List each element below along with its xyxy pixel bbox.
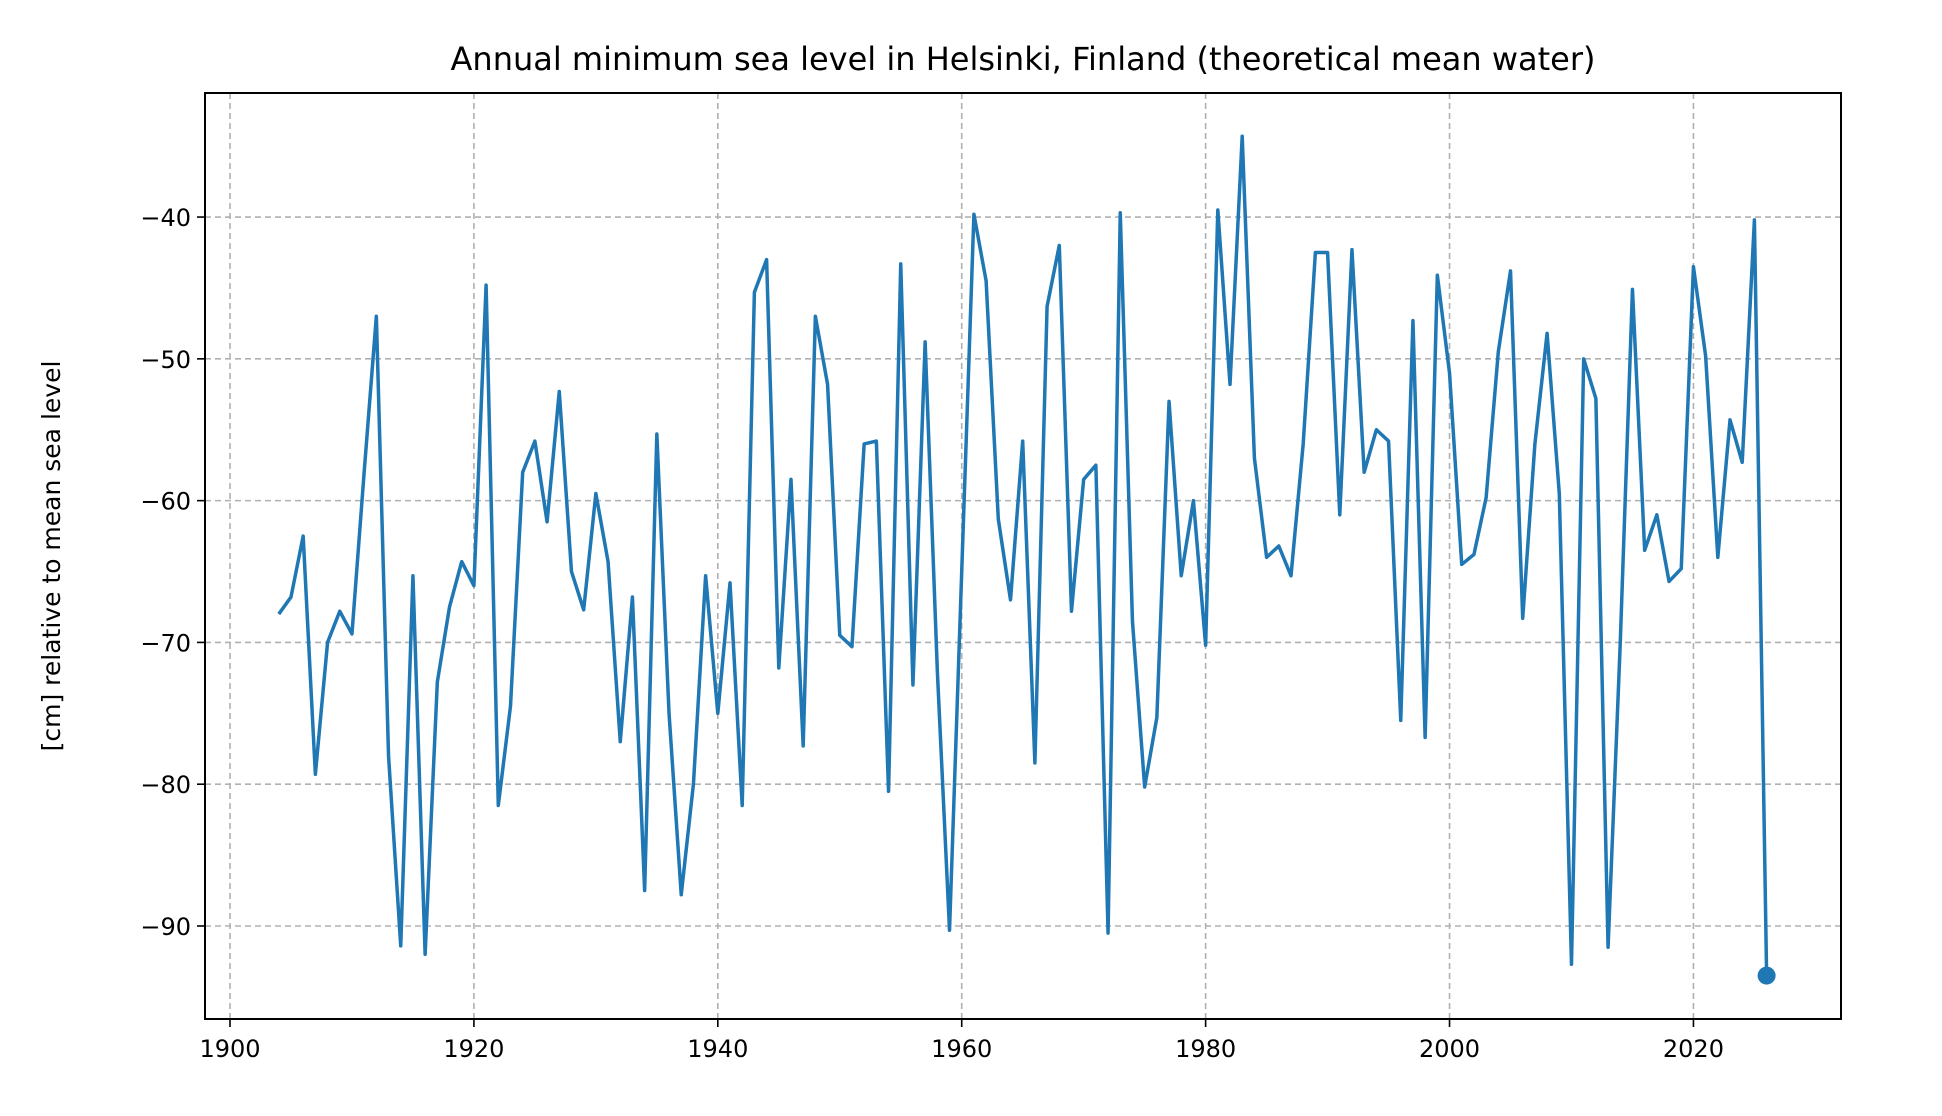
grid	[205, 93, 1841, 1019]
y-axis-label: [cm] relative to mean sea level	[37, 361, 66, 752]
y-tick-label: −80	[140, 771, 191, 799]
y-tick-label: −70	[140, 629, 191, 657]
plot-frame	[204, 92, 1842, 1020]
x-tick-label: 1920	[443, 1035, 504, 1063]
x-tick-label: 2000	[1419, 1035, 1480, 1063]
y-tick-label: −60	[140, 488, 191, 516]
y-tick-label: −40	[140, 204, 191, 232]
series	[277, 134, 1776, 985]
sea-level-line	[277, 134, 1769, 976]
x-tick-label: 1900	[199, 1035, 260, 1063]
x-tick-label: 1980	[1175, 1035, 1236, 1063]
chart-title: Annual minimum sea level in Helsinki, Fi…	[451, 40, 1596, 78]
ticks: 1900 1920 1940 1960 1980 2000 2020 −40 −50 −60 −70…	[140, 204, 1724, 1063]
x-tick-label: 2020	[1663, 1035, 1724, 1063]
y-tick-label: −90	[140, 913, 191, 941]
y-tick-label: −50	[140, 346, 191, 374]
latest-value-marker	[1757, 966, 1776, 985]
x-tick-label: 1940	[687, 1035, 748, 1063]
x-tick-label: 1960	[931, 1035, 992, 1063]
